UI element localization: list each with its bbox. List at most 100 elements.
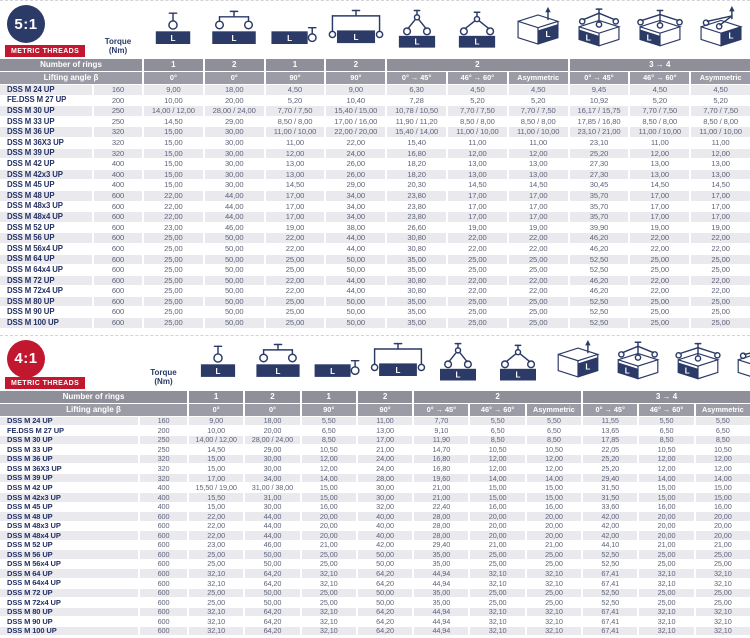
- asymmetric-34leg-icon: L: [692, 5, 750, 58]
- load-value: 13,00: [265, 169, 325, 180]
- load-value: 20,00: [301, 531, 356, 540]
- load-value: 42,00: [357, 540, 413, 550]
- load-value: 14,00: [526, 473, 582, 483]
- model-label: FE.DSS M 27 UP: [0, 426, 138, 435]
- load-value: 4,50: [447, 85, 507, 95]
- asymmetric-34leg-icon-cell: L: [729, 336, 750, 390]
- load-value: 21,00: [414, 483, 469, 493]
- torque-value: 600: [94, 275, 142, 286]
- load-value: 11,00: [691, 137, 750, 148]
- torque-value: 600: [94, 254, 142, 265]
- lifting-angle: 0° → 45°: [569, 72, 629, 84]
- load-value: 25,00: [695, 550, 750, 559]
- model-label: DSS M 48x4 UP: [0, 212, 92, 222]
- model-label: DSS M 72 UP: [0, 275, 92, 286]
- torque-value: 600: [94, 243, 142, 254]
- model-label: DSS M 33 UP: [0, 445, 138, 454]
- one-ring-90deg-icon-cell: L: [309, 336, 367, 390]
- load-value: 5,50: [695, 416, 750, 426]
- load-value: 20,00: [470, 531, 525, 540]
- sling-2leg-60deg-icon: L: [448, 6, 506, 58]
- model-label: DSS M 48x4 UP: [0, 531, 138, 540]
- load-value: 31,50: [583, 493, 638, 502]
- load-value: 26,00: [326, 169, 386, 180]
- load-value: 40,00: [357, 512, 413, 521]
- load-value: 23,80: [387, 190, 446, 201]
- torque-value: 320: [94, 137, 142, 148]
- lifting-angle: 0°: [144, 72, 203, 84]
- torque-value: 600: [140, 540, 187, 550]
- load-value: 6,50: [301, 426, 356, 435]
- load-value: 25,00: [526, 598, 582, 607]
- sling-34leg-45deg-icon: L: [609, 340, 667, 390]
- sling-34leg-45deg-icon-cell: L: [570, 1, 629, 58]
- load-value: 29,00: [326, 180, 386, 190]
- load-value: 25,00: [508, 265, 568, 275]
- table-row: DSS M 45 UP 400 15,00 30,00 16,00 32,00 22,40 1…: [0, 502, 750, 512]
- load-value: 30,00: [245, 502, 300, 512]
- load-value: 30,00: [357, 493, 413, 502]
- load-value: 25,00: [265, 307, 325, 318]
- load-value: 31,50: [583, 483, 638, 493]
- load-value: 17,00: [447, 190, 507, 201]
- load-value: 25,00: [508, 254, 568, 265]
- load-value: 32,10: [189, 617, 244, 626]
- load-value: 21,00: [301, 540, 356, 550]
- load-value: 22,00: [144, 201, 203, 212]
- load-value: 20,00: [639, 521, 694, 531]
- load-value: 50,00: [204, 296, 264, 307]
- table-row: DSS M 72x4 UP 600 25,00 50,00 22,00 44,00 30,8…: [0, 286, 750, 296]
- load-value: 25,00: [526, 559, 582, 569]
- load-value: 25,00: [470, 598, 525, 607]
- rings-count: 2: [357, 390, 413, 403]
- load-value: 30,80: [387, 233, 446, 243]
- load-value: 50,00: [204, 265, 264, 275]
- model-label: DSS M 72x4 UP: [0, 598, 138, 607]
- sling-34leg-45deg-icon-cell: L: [609, 336, 667, 390]
- two-rings-0deg-icon: L: [249, 340, 307, 390]
- load-bar-label: L: [353, 33, 358, 42]
- table-row: DSS M 39 UP 320 15,00 30,00 12,00 24,00 16,80 1…: [0, 148, 750, 159]
- load-value: 7,70 / 7,50: [265, 106, 325, 116]
- load-bar-label: L: [171, 34, 176, 43]
- load-value: 22,05: [583, 445, 638, 454]
- load-value: 14,00: [695, 473, 750, 483]
- load-value: 20,00: [204, 95, 264, 106]
- load-value: 6,50: [639, 426, 694, 435]
- load-value: 50,00: [204, 307, 264, 318]
- load-value: 23,00: [144, 222, 203, 233]
- load-value: 22,00 / 20,00: [326, 127, 386, 137]
- load-value: 44,00: [245, 531, 300, 540]
- torque-value: 600: [94, 318, 142, 328]
- load-value: 25,00: [144, 275, 203, 286]
- load-value: 5,20: [691, 95, 750, 106]
- load-value: 27,30: [569, 159, 629, 169]
- load-value: 23,10 / 21,00: [569, 127, 629, 137]
- load-value: 7,28: [387, 95, 446, 106]
- load-value: 11,00: [265, 137, 325, 148]
- load-value: 28,00 / 24,00: [245, 435, 300, 445]
- load-value: 11,00 / 10,00: [265, 127, 325, 137]
- load-value: 20,00: [526, 512, 582, 521]
- one-ring-0deg-icon-cell: L: [144, 1, 203, 58]
- load-value: 14,00: [639, 473, 694, 483]
- load-value: 25,00: [630, 254, 690, 265]
- load-value: 25,00: [691, 254, 750, 265]
- torque-value: 600: [140, 607, 187, 617]
- torque-value: 600: [140, 512, 187, 521]
- load-value: 7,70 / 7,50: [691, 106, 750, 116]
- load-value: 22,00: [189, 531, 244, 540]
- torque-value: 250: [94, 106, 142, 116]
- load-value: 25,00: [265, 296, 325, 307]
- model-label: DSS M 30 UP: [0, 435, 138, 445]
- load-value: 12,00: [691, 148, 750, 159]
- load-value: 21,00: [639, 540, 694, 550]
- load-value: 35,00: [414, 598, 469, 607]
- load-value: 22,00: [265, 243, 325, 254]
- load-value: 50,00: [357, 598, 413, 607]
- load-value: 25,00: [639, 588, 694, 598]
- torque-value: 320: [94, 148, 142, 159]
- load-value: 21,00: [414, 493, 469, 502]
- model-label: DSS M 36 UP: [0, 454, 138, 464]
